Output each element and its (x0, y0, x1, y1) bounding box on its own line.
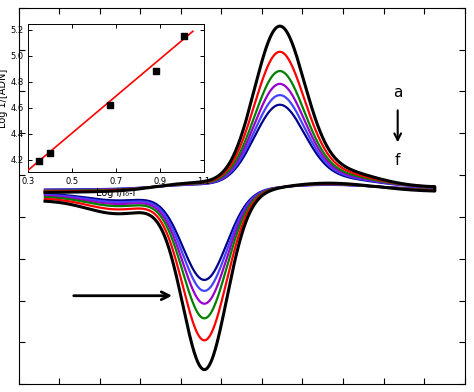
Text: f: f (395, 153, 401, 168)
Point (152, 68, 159, 74)
Point (106, 102, 113, 108)
Y-axis label: Log 1/[ADN]: Log 1/[ADN] (0, 68, 8, 128)
Text: a: a (393, 85, 402, 100)
X-axis label: Log i/i₀-i: Log i/i₀-i (96, 188, 136, 198)
Point (180, 33, 188, 40)
Point (36, 158, 43, 164)
Point (46, 150, 54, 156)
